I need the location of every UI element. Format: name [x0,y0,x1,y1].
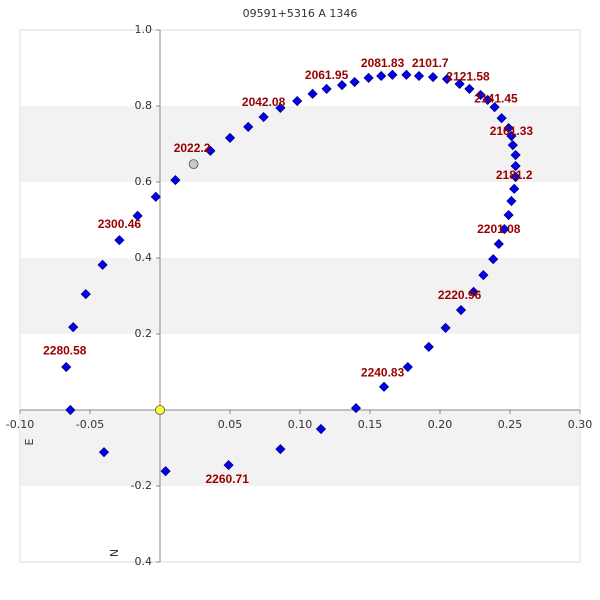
data-point [114,235,125,246]
x-tick-label: -0.10 [6,418,34,431]
data-point [170,175,181,186]
data-point [363,72,374,83]
data-point [275,102,286,113]
data-point [150,191,161,202]
data-point [68,322,79,333]
x-axis-label: E [23,438,36,445]
data-point [307,88,318,99]
date-label: 2061.95 [305,68,349,82]
data-point [132,210,143,221]
x-tick-label: 0.05 [218,418,243,431]
x-tick-label: 0.15 [358,418,383,431]
data-point [376,70,387,82]
y-tick-label: 1.0 [135,23,153,36]
data-point [488,254,499,265]
grid-band [21,258,579,334]
date-label: 2141.45 [474,91,518,105]
data-point [510,149,521,161]
data-point [464,83,475,94]
y-tick-label: 0.4 [135,251,153,264]
date-label: 2161.33 [490,124,534,138]
x-tick-label: 0.20 [428,418,453,431]
date-label: 2121.58 [446,69,490,83]
data-point [61,361,72,373]
y-tick-label: 0.2 [135,327,153,340]
data-point [275,444,286,455]
data-point [402,361,413,373]
data-point [205,145,216,156]
x-tick-label: 0.10 [288,418,313,431]
y-tick-label: 0.4 [135,555,153,568]
data-point [440,322,451,333]
date-label: 2280.58 [43,343,87,357]
date-label: 2042.08 [242,95,286,109]
date-label: 2101.7 [412,56,449,70]
data-point [475,89,486,101]
data-point [427,72,439,83]
data-point [97,259,108,270]
data-point [243,121,254,132]
data-point [387,69,398,80]
data-point [510,160,521,172]
x-tick-label: -0.05 [76,418,104,431]
data-point [292,95,303,107]
data-point [423,341,434,352]
grid-band [21,106,579,182]
date-label: 2240.83 [361,365,405,379]
data-point [321,83,332,94]
date-label: 2022.2 [174,141,211,155]
data-point [401,69,412,80]
data-point [223,460,234,471]
data-point [315,423,327,435]
data-point [155,405,165,415]
data-point [499,224,510,235]
data-point [188,159,199,170]
date-label: 2260.71 [206,472,250,486]
data-point [503,209,514,221]
data-point [506,130,517,142]
data-point [349,76,360,88]
data-point [503,122,514,134]
data-point [493,238,504,250]
data-point [80,289,91,300]
date-label: 2081.83 [361,56,405,70]
x-tick-label: 0.30 [568,418,593,431]
date-label: 2220.96 [438,288,482,302]
data-point [482,94,493,105]
data-point [98,447,110,458]
data-point [160,466,171,477]
y-tick-label: 0.8 [135,99,153,112]
data-point [350,403,362,414]
data-point [496,113,507,124]
data-point [378,381,390,392]
date-label: 2181.2 [496,168,533,182]
chart-title: 09591+5316 A 1346 [243,7,358,20]
data-point [454,78,465,90]
x-tick-label: 0.25 [498,418,523,431]
y-tick-label: 0.6 [135,175,153,188]
date-label: 2201.08 [477,222,521,236]
data-point [468,286,479,297]
data-point [506,195,517,207]
data-point [507,140,518,151]
data-point [224,132,236,143]
y-tick-label: -0.2 [131,479,152,492]
y-axis-label: N [108,549,121,557]
data-point [258,111,269,123]
data-point [489,102,500,113]
data-point [478,270,489,281]
data-point [336,80,348,91]
data-point [413,70,425,82]
data-point [65,404,76,416]
date-label: 2300.46 [98,217,142,231]
data-point [441,73,453,85]
data-point [455,304,467,316]
data-point [509,183,520,194]
grid-band [21,410,579,486]
data-point [510,171,521,183]
